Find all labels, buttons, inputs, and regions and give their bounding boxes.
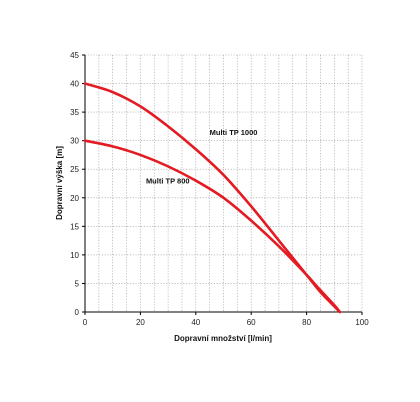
labels: Multi TP 1000 Multi TP 800	[146, 128, 258, 186]
series-line-multi-tp-800	[83, 139, 342, 314]
axes: 0 20 40 60 80 100 0 5 10 15 20 25 30 35 40 45	[70, 51, 369, 327]
x-tick-label: 20	[136, 318, 145, 327]
y-tick-label: 30	[70, 137, 79, 146]
y-tick-label: 10	[70, 251, 79, 260]
y-tick-label: 45	[70, 51, 79, 60]
x-tick-label: 60	[247, 318, 256, 327]
y-axis-title: Dopravní výška [m]	[55, 146, 64, 220]
y-tick-label: 20	[70, 194, 79, 203]
curve-label-multi-tp-1000: Multi TP 1000	[210, 128, 258, 137]
series	[83, 82, 342, 314]
x-axis-title: Dopravní množství [l/min]	[174, 334, 272, 343]
y-tick-label: 35	[70, 108, 79, 117]
x-tick-label: 80	[302, 318, 311, 327]
y-tick-label: 15	[70, 222, 79, 231]
y-tick-label: 40	[70, 80, 79, 89]
curve-label-multi-tp-800: Multi TP 800	[146, 177, 190, 186]
x-tick-label: 40	[191, 318, 200, 327]
y-tick-label: 5	[75, 279, 80, 288]
x-tick-label: 0	[83, 318, 88, 327]
y-tick-label: 0	[75, 308, 80, 317]
x-tick-label: 100	[355, 318, 369, 327]
grid	[85, 54, 363, 312]
y-tick-label: 25	[70, 165, 79, 174]
